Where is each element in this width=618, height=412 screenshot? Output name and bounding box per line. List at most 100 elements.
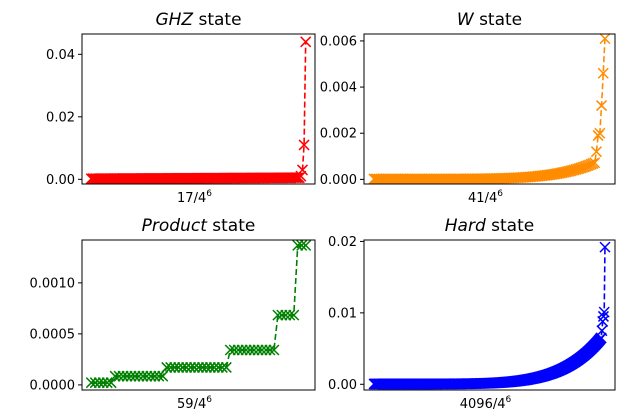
y-tick-label: 0.006	[320, 34, 357, 49]
data-point	[185, 361, 197, 373]
series-line	[91, 41, 307, 180]
data-point	[93, 377, 105, 389]
data-point	[596, 325, 608, 337]
data-point	[248, 344, 260, 356]
x-axis-label-base: 59/4	[177, 397, 206, 412]
data-point	[244, 344, 256, 356]
data-point	[181, 361, 193, 373]
data-point	[141, 370, 153, 382]
panel-title-rest: state	[207, 216, 255, 236]
data-point	[169, 361, 181, 373]
data-point	[594, 127, 606, 139]
data-point	[296, 239, 308, 251]
data-point	[101, 377, 113, 389]
data-point	[276, 309, 288, 321]
data-point	[590, 146, 602, 158]
data-point	[149, 370, 161, 382]
data-point	[599, 241, 611, 253]
axes-frame	[81, 239, 316, 391]
panel-2: 0.000 0.002 0.004 0.006 W state 41/46	[320, 10, 616, 206]
y-tick-label: 0.0005	[30, 327, 76, 342]
y-tick-label: 0.000	[320, 173, 357, 188]
data-point	[232, 344, 244, 356]
data-point	[292, 239, 304, 251]
data-point	[121, 370, 133, 382]
data-point	[597, 67, 609, 79]
y-tick-label: 0.004	[320, 81, 357, 96]
data-point	[260, 344, 272, 356]
data-point	[240, 344, 252, 356]
x-axis-label-base: 4096/4	[460, 397, 506, 412]
data-point	[165, 361, 177, 373]
data-point	[113, 370, 125, 382]
data-point	[177, 361, 189, 373]
panel-title-italic: W	[457, 10, 475, 30]
data-point	[220, 361, 232, 373]
data-point	[236, 344, 248, 356]
axes-frame	[363, 33, 616, 185]
data-point	[97, 377, 109, 389]
data-point	[268, 344, 280, 356]
panel-title: W state	[457, 10, 522, 30]
panel-title-italic: GHZ	[155, 10, 193, 30]
y-tick-label: 0.02	[328, 235, 357, 250]
y-tick-label: 0.0010	[30, 276, 76, 291]
x-axis-label-exponent: 6	[206, 395, 212, 405]
y-tick-label: 0.01	[328, 306, 357, 321]
data-point	[589, 157, 601, 169]
data-point	[300, 239, 312, 251]
x-axis-label-exponent: 6	[506, 395, 512, 405]
data-point	[597, 310, 609, 322]
data-point	[300, 36, 312, 48]
y-tick-label: 0.002	[320, 127, 357, 142]
x-axis-label: 41/46	[468, 189, 503, 206]
data-point	[295, 170, 307, 182]
data-point	[298, 139, 310, 151]
panel-3: 0.0000 0.0005 0.0010 Product state 59/46	[30, 216, 316, 412]
y-tick-label: 0.00	[46, 173, 75, 188]
data-point	[208, 361, 220, 373]
y-tick-label: 0.0000	[30, 378, 76, 393]
x-axis-label: 4096/46	[460, 395, 512, 412]
data-point	[264, 344, 276, 356]
x-axis-label-exponent: 6	[206, 189, 212, 199]
panel-4: 0.00 0.01 0.02 Hard state 4096/46	[328, 216, 616, 412]
data-point	[196, 361, 209, 373]
data-point	[188, 361, 201, 373]
x-axis-label-base: 17/4	[177, 191, 206, 206]
data-point	[212, 361, 224, 373]
panel-title: Product state	[142, 216, 256, 236]
data-point	[224, 344, 236, 356]
y-tick-label: 0.00	[328, 378, 357, 393]
y-tick-label: 0.04	[46, 48, 75, 63]
panel-title-rest: state	[486, 216, 534, 236]
x-axis-label: 59/46	[177, 395, 212, 412]
x-axis-label-exponent: 6	[497, 189, 503, 199]
y-tick-label: 0.02	[46, 110, 75, 125]
data-point	[117, 370, 129, 382]
panel-title-italic: Hard	[445, 216, 486, 236]
data-point	[284, 309, 296, 321]
data-point	[596, 100, 608, 112]
data-point	[89, 377, 101, 389]
data-point	[133, 370, 145, 382]
data-point	[216, 361, 228, 373]
panel-1: 0.00 0.02 0.04 GHZ state 17/46	[46, 10, 316, 206]
panel-title-rest: state	[474, 10, 522, 30]
data-point	[85, 377, 97, 389]
data-point	[228, 344, 240, 356]
axes-frame	[363, 239, 616, 391]
series-line	[91, 244, 306, 384]
axes-frame	[81, 33, 316, 185]
data-point	[105, 377, 117, 389]
data-point	[288, 309, 300, 321]
data-point	[109, 370, 121, 382]
data-point	[145, 370, 157, 382]
data-point	[280, 309, 292, 321]
panel-title: Hard state	[445, 216, 534, 236]
data-point	[599, 33, 611, 45]
data-point	[125, 370, 137, 382]
data-point	[296, 164, 309, 176]
data-point	[173, 361, 185, 373]
